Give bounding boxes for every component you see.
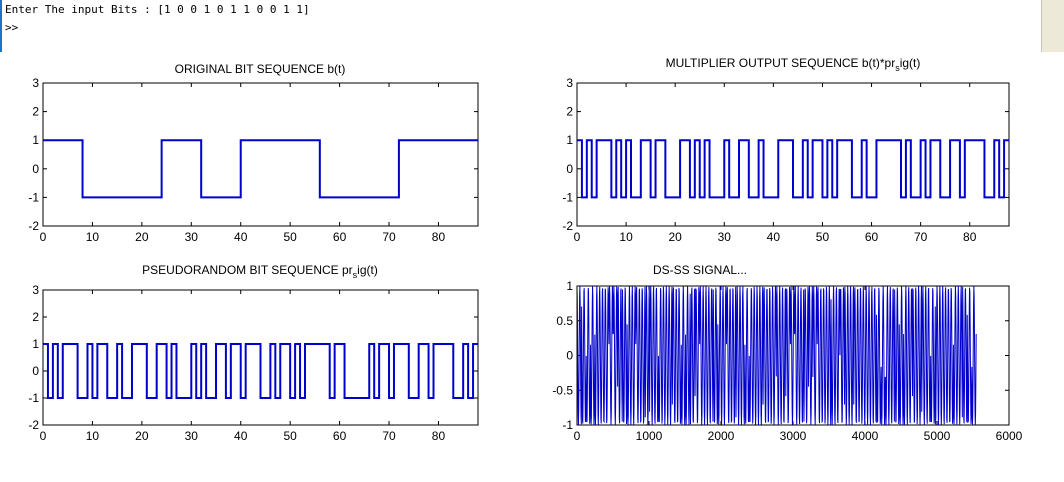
x-tick-label: 10 [86,230,100,244]
x-tick-label: 60 [865,230,879,244]
y-tick-label: 3 [32,283,39,297]
y-tick-label: 3 [566,76,573,90]
plot-area [42,82,479,227]
chart-title: DS-SS SIGNAL... [653,263,747,277]
x-tick-label: 10 [619,230,633,244]
y-tick-label: 0 [566,162,573,176]
x-tick-label: 20 [669,230,683,244]
x-tick-label: 5000 [924,429,951,443]
y-tick-label: 0.5 [556,314,573,328]
command-window: Enter The input Bits : [1 0 0 1 0 1 1 0 … [0,0,1064,52]
y-tick-label: -1 [28,190,39,204]
x-tick-label: 40 [234,230,248,244]
chart-title: ORIGINAL BIT SEQUENCE b(t) [175,62,346,76]
x-tick-label: 20 [135,429,149,443]
y-tick-label: 2 [32,105,39,119]
console-input-line: Enter The input Bits : [1 0 0 1 0 1 1 0 … [5,3,310,16]
y-tick-label: 1 [566,133,573,147]
series-line [577,286,977,425]
x-tick-label: 60 [333,230,347,244]
series-line [43,139,478,199]
x-tick-label: 1000 [636,429,663,443]
y-tick-label: -0.5 [552,383,573,397]
x-tick-label: 50 [283,230,297,244]
x-tick-label: 50 [816,230,830,244]
y-tick-label: 3 [32,76,39,90]
command-window-scrollbar[interactable] [1041,0,1064,52]
console-prompt[interactable]: >> [5,21,19,34]
y-tick-label: -1 [562,418,573,432]
x-tick-label: 50 [283,429,297,443]
x-tick-label: 80 [432,230,446,244]
x-tick-label: 70 [382,230,396,244]
series-line [43,343,478,399]
y-tick-label: -2 [562,219,573,233]
x-tick-label: 40 [234,429,248,443]
x-tick-label: 30 [185,230,199,244]
y-tick-label: -2 [28,418,39,432]
x-tick-label: 0 [40,429,47,443]
series-line [577,139,1009,199]
y-tick-label: 1 [32,133,39,147]
chart-title: PSEUDORANDOM BIT SEQUENCE prsig(t) [142,263,378,280]
x-tick-label: 2000 [708,429,735,443]
x-tick-label: 4000 [852,429,879,443]
x-tick-label: 80 [963,230,977,244]
y-tick-label: -1 [562,190,573,204]
command-window-edge [0,0,2,52]
x-tick-label: 30 [185,429,199,443]
y-tick-label: 1 [32,337,39,351]
y-tick-label: 0 [32,364,39,378]
x-tick-label: 20 [135,230,149,244]
x-tick-label: 10 [86,429,100,443]
x-tick-label: 70 [914,230,928,244]
chart-panel-4: 0 1000 2000 3000 4000 5000 6000 1 0.5 0 -0.5 -1 DS-S… [552,263,1022,443]
x-tick-label: 40 [767,230,781,244]
y-tick-label: -1 [28,391,39,405]
x-tick-label: 60 [333,429,347,443]
y-tick-label: -2 [28,219,39,233]
x-tick-label: 6000 [996,429,1023,443]
y-tick-label: 0 [32,162,39,176]
y-tick-label: 0 [566,349,573,363]
y-tick-label: 2 [32,310,39,324]
x-tick-label: 0 [40,230,47,244]
x-tick-label: 70 [382,429,396,443]
x-tick-label: 0 [574,230,581,244]
x-tick-label: 30 [718,230,732,244]
x-tick-label: 0 [574,429,581,443]
y-tick-label: 2 [566,105,573,119]
x-tick-label: 3000 [780,429,807,443]
y-tick-label: 1 [566,279,573,293]
x-tick-label: 80 [432,429,446,443]
chart-title: MULTIPLIER OUTPUT SEQUENCE b(t)*prsig(t) [666,56,921,73]
